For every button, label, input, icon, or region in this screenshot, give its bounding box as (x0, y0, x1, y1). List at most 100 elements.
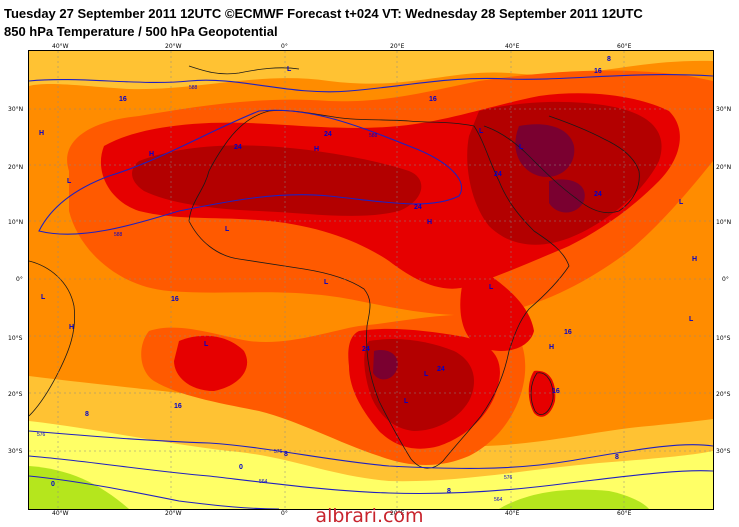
geop-label: 576 (37, 432, 46, 438)
geop-label: 564 (259, 479, 268, 485)
lat-label-left: 10°S (8, 335, 23, 342)
temp-label: 8 (447, 488, 451, 495)
lon-label-top: 40°W (52, 43, 69, 50)
low-marker: L (404, 398, 409, 405)
temp-label: 24 (324, 131, 332, 138)
lon-label-bottom: 40°W (52, 510, 69, 517)
low-marker: L (225, 226, 230, 233)
high-marker: H (314, 146, 319, 153)
contour-576-south (29, 430, 713, 469)
temp-label: 16 (552, 388, 560, 395)
iberia-coastline (188, 65, 300, 75)
gridlines (29, 51, 713, 509)
coastlines (29, 65, 640, 469)
pressure-centers: H H H H H H H L L L L L L L L L L L L L (39, 66, 697, 405)
lat-label-left: 30°N (8, 106, 24, 113)
lon-label-top: 20°W (165, 43, 182, 50)
lat-label-left: 10°N (8, 219, 24, 226)
temp-label: 24 (414, 204, 422, 211)
darkred-arabia (467, 101, 662, 245)
geop-label: 588 (189, 85, 198, 91)
contour-564-south (29, 455, 713, 495)
forecast-title-line2: 850 hPa Temperature / 500 hPa Geopotenti… (4, 24, 278, 39)
yellow-south-band (29, 421, 713, 509)
geop-label: 588 (369, 133, 378, 139)
low-marker: L (424, 371, 429, 378)
lon-label-top: 0° (281, 43, 288, 50)
arabia-coastline (483, 115, 640, 214)
lat-label-left: 20°S (8, 391, 23, 398)
lon-label-bottom: 60°E (617, 510, 632, 517)
temp-label: 24 (234, 144, 242, 151)
deep-red-arabia-east (549, 179, 585, 213)
temp-label: 8 (284, 451, 288, 458)
south-america-coastline (29, 260, 76, 417)
temp-label: 16 (171, 296, 179, 303)
red-west-patch (174, 335, 248, 391)
low-marker: L (479, 128, 484, 135)
lon-label-top: 20°E (390, 43, 405, 50)
watermark: albrari.com (315, 505, 424, 527)
lat-label-left: 20°N (8, 164, 24, 171)
high-marker: H (692, 256, 697, 263)
lat-label-right: 10°N (716, 219, 732, 226)
low-marker: L (287, 66, 292, 73)
lon-label-top: 60°E (617, 43, 632, 50)
low-marker: L (489, 284, 494, 291)
high-marker: H (149, 151, 154, 158)
lat-label-right: 20°S (716, 391, 731, 398)
low-marker: L (689, 316, 694, 323)
forecast-title-line1: Tuesday 27 September 2011 12UTC ©ECMWF F… (4, 6, 643, 21)
africa-coastline (188, 110, 570, 469)
low-marker: L (679, 199, 684, 206)
low-marker: L (41, 294, 46, 301)
geopotential-labels: 588 588 588 576 576 576 564 564 (37, 85, 513, 503)
geop-label: 588 (114, 232, 123, 238)
contour-552-south (29, 475, 280, 509)
temp-label: 16 (174, 403, 182, 410)
temp-label: 16 (594, 68, 602, 75)
lat-label-right: 20°N (716, 164, 732, 171)
lon-label-bottom: 20°W (165, 510, 182, 517)
deep-red-namibia (373, 350, 398, 380)
low-marker: L (519, 144, 524, 151)
temp-label: 24 (494, 171, 502, 178)
geop-label: 564 (494, 497, 503, 503)
lat-label-right: 0° (722, 276, 729, 283)
temperature-labels: 16 16 24 24 24 24 24 16 16 16 24 24 16 1… (51, 56, 619, 495)
lon-label-bottom: 20°E (390, 510, 405, 517)
red-madagascar (528, 370, 556, 417)
contour-588-north (29, 74, 713, 93)
lat-label-right: 10°S (716, 335, 731, 342)
temp-label: 24 (594, 191, 602, 198)
high-marker: H (69, 324, 74, 331)
high-marker: H (39, 130, 44, 137)
temp-label: 16 (119, 96, 127, 103)
lon-label-bottom: 40°E (505, 510, 520, 517)
temp-label: 8 (85, 411, 89, 418)
low-marker: L (67, 178, 72, 185)
lon-label-top: 40°E (505, 43, 520, 50)
temp-label: 24 (362, 346, 370, 353)
temp-label: 16 (564, 329, 572, 336)
temp-label: 8 (607, 56, 611, 63)
low-marker: L (204, 341, 209, 348)
temp-label: 0 (239, 464, 243, 471)
deep-red-arabia-core (515, 124, 575, 177)
temp-label: 0 (51, 481, 55, 488)
lat-label-right: 30°N (716, 106, 732, 113)
lat-label-left: 30°S (8, 448, 23, 455)
lon-label-bottom: 0° (281, 510, 288, 517)
green-southeast-patch (499, 489, 649, 509)
red-horn-tongue (460, 261, 534, 351)
geop-label: 576 (274, 449, 283, 455)
lat-label-left: 0° (16, 276, 23, 283)
geopotential-contours (29, 74, 713, 509)
temp-label: 8 (615, 454, 619, 461)
green-southwest-patch (29, 466, 129, 509)
lat-label-right: 30°S (716, 448, 731, 455)
high-marker: H (549, 344, 554, 351)
weather-map: 16 16 24 24 24 24 24 16 16 16 24 24 16 1… (28, 50, 714, 510)
temp-label: 24 (437, 366, 445, 373)
temp-label: 16 (429, 96, 437, 103)
